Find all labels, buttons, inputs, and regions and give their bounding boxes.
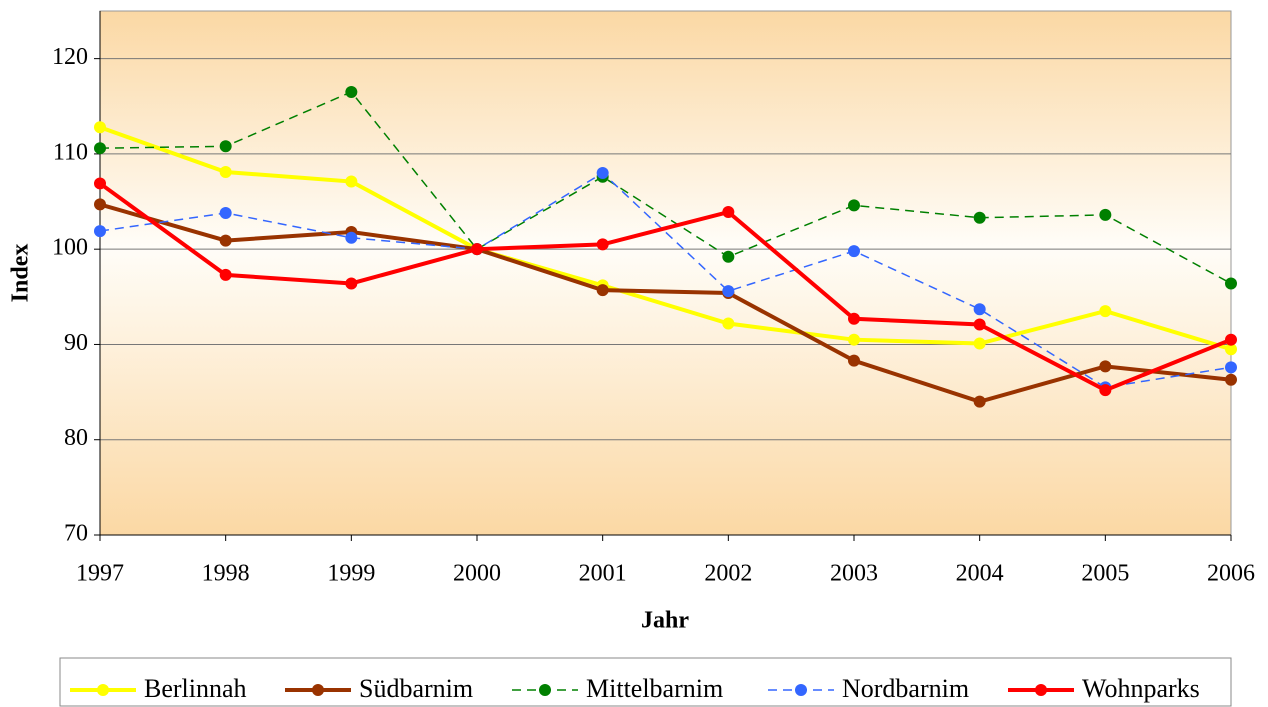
data-point bbox=[973, 318, 986, 331]
x-axis-title: Jahr bbox=[641, 608, 689, 634]
y-tick-label: 70 bbox=[64, 521, 88, 547]
legend-marker bbox=[795, 684, 807, 696]
legend-marker bbox=[97, 684, 109, 696]
legend-marker bbox=[539, 684, 551, 696]
data-point bbox=[219, 234, 232, 247]
data-point bbox=[848, 354, 860, 367]
data-point bbox=[973, 395, 986, 408]
data-point bbox=[1099, 360, 1112, 373]
data-point bbox=[596, 284, 609, 297]
data-point bbox=[345, 175, 358, 188]
data-point bbox=[219, 166, 232, 179]
legend-label: Südbarnim bbox=[359, 674, 473, 703]
data-point bbox=[94, 177, 106, 190]
x-tick-label: 2004 bbox=[956, 561, 1004, 587]
x-tick-label: 1998 bbox=[202, 561, 250, 587]
plot-area bbox=[99, 10, 1232, 536]
data-point bbox=[219, 140, 232, 153]
data-point bbox=[848, 312, 860, 325]
data-point bbox=[722, 285, 735, 298]
legend-label: Wohnparks bbox=[1082, 674, 1200, 703]
y-tick-label: 110 bbox=[53, 139, 88, 165]
series-line bbox=[99, 202, 1232, 404]
x-tick-label: 2006 bbox=[1207, 561, 1255, 587]
y-axis-title: Index bbox=[8, 244, 34, 303]
series-line bbox=[98, 181, 1232, 393]
data-point bbox=[722, 250, 735, 263]
legend-label: Nordbarnim bbox=[842, 674, 969, 703]
data-point bbox=[973, 211, 986, 224]
data-point bbox=[471, 243, 483, 256]
data-point bbox=[1225, 277, 1237, 290]
series-line bbox=[99, 91, 1232, 285]
data-point bbox=[219, 268, 232, 281]
data-point bbox=[94, 121, 106, 134]
legend bbox=[59, 657, 1232, 707]
data-point bbox=[596, 238, 609, 251]
data-point bbox=[1099, 208, 1112, 221]
y-tick-label: 90 bbox=[64, 330, 88, 356]
x-tick-label: 2000 bbox=[453, 561, 501, 587]
y-tick-label: 80 bbox=[64, 425, 88, 451]
data-point bbox=[345, 277, 358, 290]
legend-marker bbox=[312, 684, 324, 696]
legend-label: Mittelbarnim bbox=[586, 674, 723, 703]
data-point bbox=[848, 333, 860, 346]
series-line bbox=[99, 125, 1232, 352]
data-point bbox=[973, 303, 986, 316]
data-point bbox=[345, 85, 358, 98]
data-point bbox=[94, 225, 106, 238]
y-tick-label: 100 bbox=[52, 235, 88, 261]
data-point bbox=[1225, 343, 1237, 356]
data-point bbox=[1225, 333, 1237, 346]
y-tick-label: 120 bbox=[52, 44, 88, 70]
legend-label: Berlinnah bbox=[144, 674, 247, 703]
x-tick-label: 1999 bbox=[327, 561, 375, 587]
data-point bbox=[94, 198, 106, 211]
data-point bbox=[973, 337, 986, 350]
data-point bbox=[1225, 373, 1237, 386]
data-point bbox=[596, 166, 609, 179]
data-point bbox=[345, 231, 358, 244]
x-tick-label: 1997 bbox=[76, 561, 124, 587]
data-point bbox=[94, 142, 106, 155]
data-point bbox=[1225, 361, 1237, 374]
data-point bbox=[722, 317, 735, 330]
data-point bbox=[1099, 384, 1112, 397]
data-point bbox=[722, 206, 735, 219]
data-point bbox=[848, 245, 860, 258]
data-point bbox=[1099, 305, 1112, 318]
x-tick-label: 2002 bbox=[704, 561, 752, 587]
x-tick-label: 2005 bbox=[1081, 561, 1129, 587]
legend-marker bbox=[1035, 684, 1047, 696]
x-tick-label: 2001 bbox=[579, 561, 627, 587]
data-point bbox=[219, 206, 232, 219]
data-point bbox=[848, 199, 860, 212]
x-tick-label: 2003 bbox=[830, 561, 878, 587]
